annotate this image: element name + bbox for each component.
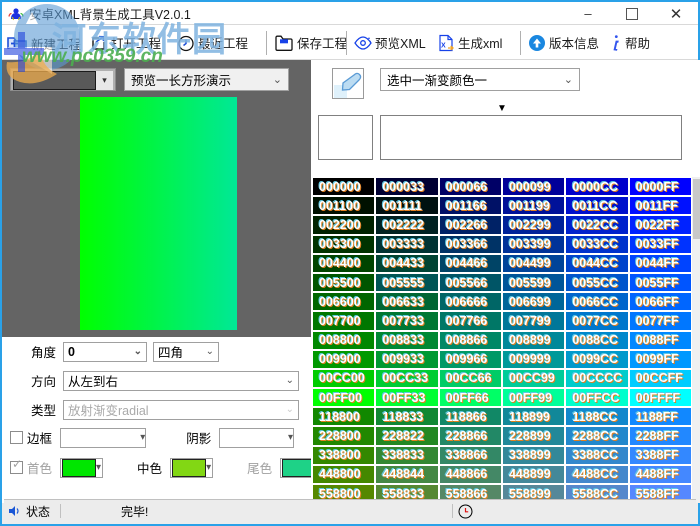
- svg-text:X: X: [441, 42, 446, 49]
